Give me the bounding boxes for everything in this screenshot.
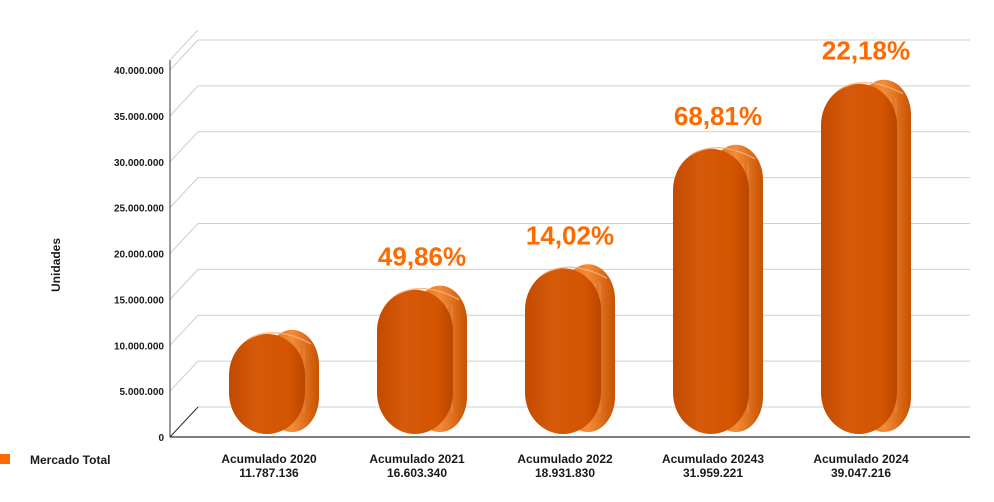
bar-front: [525, 268, 601, 434]
grid-diagonal: [169, 85, 199, 117]
bar-front: [229, 333, 305, 434]
y-axis-label: Unidades: [49, 238, 63, 292]
y-tick-label: 20.000.000: [114, 250, 164, 261]
grid-diagonal: [169, 131, 199, 163]
grid-diagonal: [169, 360, 199, 392]
grid-diagonal: [169, 269, 199, 300]
y-tick-label: 30.000.000: [114, 158, 164, 169]
y-tick-label: 25.000.000: [114, 204, 164, 215]
value-label: 31.959.221: [683, 466, 743, 480]
y-tick-label: 15.000.000: [114, 295, 164, 306]
y-tick-label: 35.000.000: [114, 112, 164, 123]
bar-highlight: [690, 146, 756, 160]
growth-label: 22,18%: [822, 36, 910, 66]
value-label: 39.047.216: [831, 466, 891, 480]
grid-diagonal: [169, 177, 199, 208]
category-label: Acumulado 2022: [517, 452, 613, 466]
axes: [169, 29, 970, 438]
bar-front: [821, 83, 897, 434]
category-label: Acumulado 2024: [813, 452, 909, 466]
bar-front: [673, 148, 749, 434]
legend: Mercado Total: [0, 453, 110, 467]
bar: [673, 144, 763, 434]
growth-label: 68,81%: [674, 101, 762, 131]
bar: [377, 285, 467, 434]
grid-diagonal: [169, 39, 199, 71]
bar-highlight: [394, 287, 460, 301]
bar-highlight: [838, 81, 904, 95]
bars: [229, 79, 911, 434]
bar: [229, 329, 319, 434]
y-tick-label: 40.000.000: [114, 66, 164, 77]
grid-diagonal: [169, 223, 199, 254]
bar: [525, 264, 615, 434]
bar-front: [377, 289, 453, 434]
legend-label: Mercado Total: [30, 453, 110, 467]
floor-edge: [169, 406, 199, 438]
legend-swatch: [0, 454, 10, 464]
growth-label: 14,02%: [526, 220, 614, 250]
grid-diagonal: [169, 314, 199, 346]
growth-label: 49,86%: [378, 242, 466, 272]
category-label: Acumulado 2021: [369, 452, 465, 466]
y-tick-label: 5.000.000: [120, 387, 165, 398]
category-label: Acumulado 20243: [662, 452, 764, 466]
value-label: 11.787.136: [239, 466, 299, 480]
bar: [821, 79, 911, 434]
y-tick-label: 0: [158, 433, 164, 444]
bar-highlight: [542, 266, 608, 279]
y-axis-back-edge: [169, 29, 199, 61]
bar-highlight: [246, 332, 312, 345]
value-label: 16.603.340: [387, 466, 447, 480]
y-tick-label: 10.000.000: [114, 341, 164, 352]
growth-labels: 49,86% 14,02% 68,81% 22,18%: [378, 36, 910, 272]
y-axis-ticks: 0 5.000.000 10.000.000 15.000.000 20.000.000…: [114, 66, 165, 444]
category-label: Acumulado 2020: [221, 452, 317, 466]
value-label: 18.931.830: [535, 466, 595, 480]
